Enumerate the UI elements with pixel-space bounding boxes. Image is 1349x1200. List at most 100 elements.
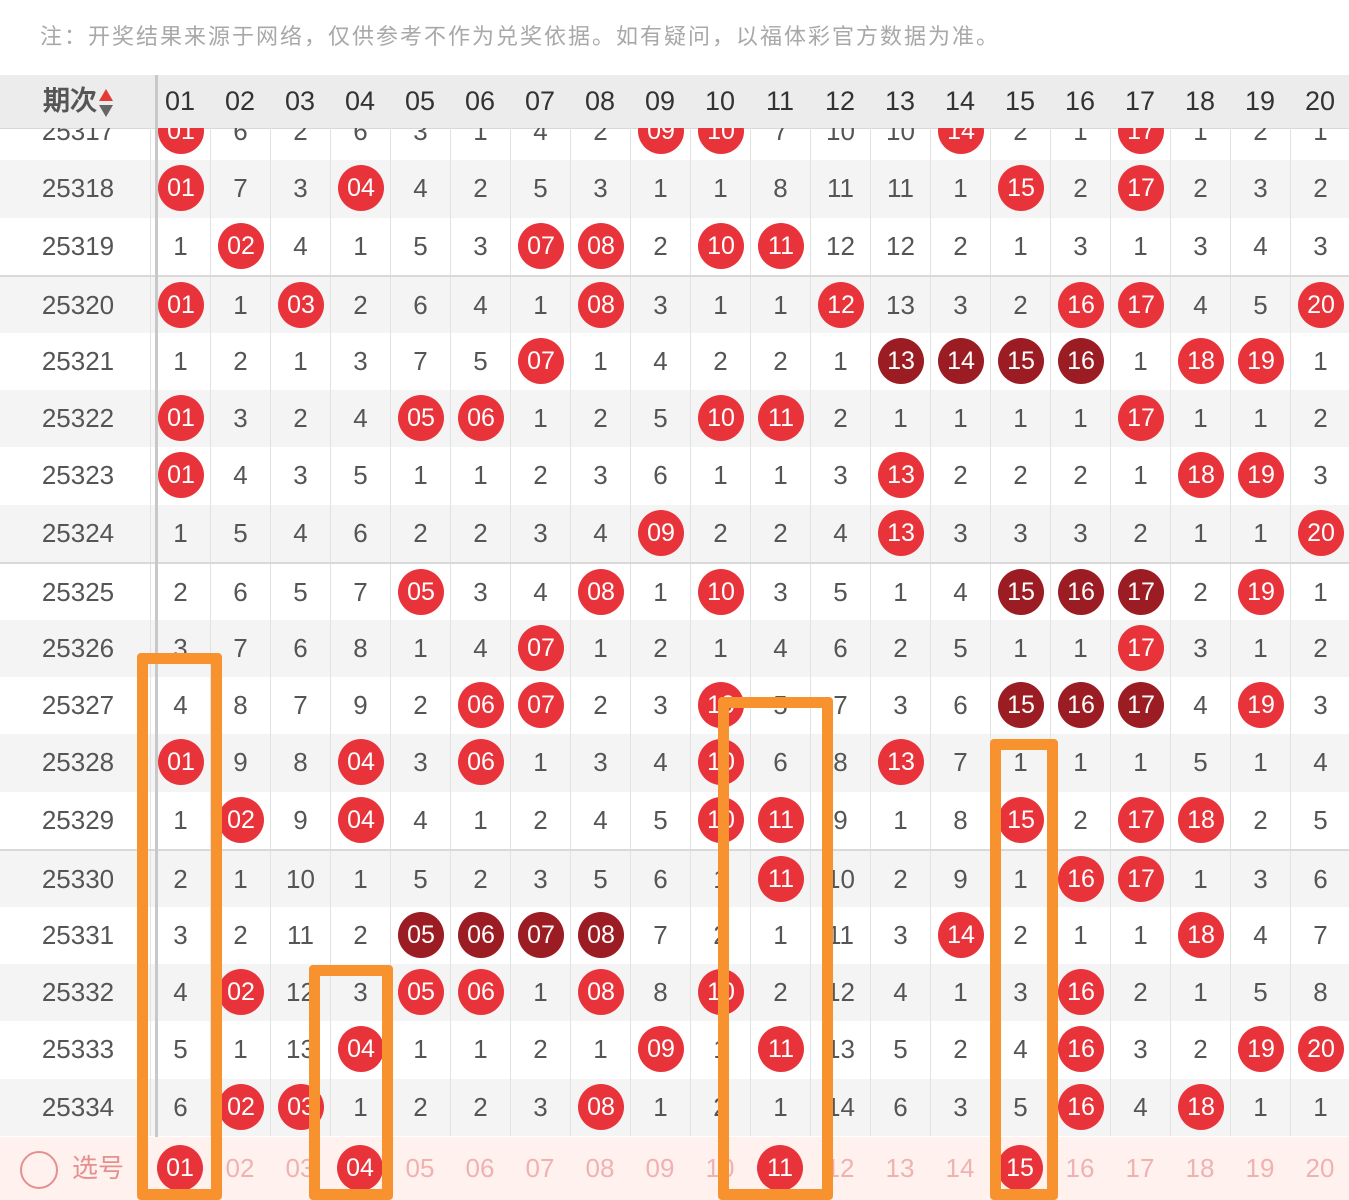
pick-number-13[interactable]: 13	[885, 1153, 915, 1183]
omission-count-cell: 1	[150, 791, 210, 850]
omission-count-cell: 2	[510, 447, 570, 505]
omission-count-cell: 5	[1230, 964, 1290, 1022]
drawn-number-ball: 06	[458, 682, 504, 728]
omission-count-cell: 1	[1290, 128, 1349, 161]
omission-count-cell: 3	[1170, 217, 1230, 276]
omission-count-cell: 3	[570, 160, 630, 218]
pick-number-18[interactable]: 18	[1185, 1153, 1215, 1183]
drawn-number-ball: 09	[638, 128, 684, 154]
select-circle-icon[interactable]	[20, 1151, 58, 1190]
omission-count-cell: 8	[630, 964, 690, 1022]
selected-number-ball[interactable]: 15	[997, 1145, 1043, 1191]
drawn-number-cell: 19	[1230, 677, 1290, 735]
pick-number-19[interactable]: 19	[1245, 1153, 1275, 1183]
table-row: 25326 3 7 6 8 1 4 07 1 2 1 4 6 2 5 1 1 17 3 1 2	[0, 619, 1349, 677]
drawn-number-cell: 16	[1050, 677, 1110, 735]
omission-count-cell: 3	[810, 447, 870, 505]
drawn-number-ball: 01	[158, 395, 204, 441]
omission-count-cell: 2	[1110, 504, 1170, 563]
omission-count-cell: 4	[1290, 734, 1349, 792]
omission-count-cell: 2	[1050, 791, 1110, 850]
omission-count-cell: 2	[570, 128, 630, 161]
period-cell: 25324	[41, 517, 115, 548]
omission-count-cell: 1	[690, 160, 750, 218]
drawn-number-cell: 06	[450, 734, 510, 792]
omission-count-cell: 3	[1290, 217, 1349, 276]
drawn-number-cell: 05	[390, 906, 450, 964]
omission-count-cell: 1	[390, 619, 450, 677]
pick-number-04[interactable]: 04	[330, 1137, 390, 1200]
pick-number-11[interactable]: 11	[750, 1137, 810, 1200]
omission-count-cell: 4	[390, 160, 450, 218]
omission-count-cell: 6	[210, 128, 270, 161]
pick-number-17[interactable]: 17	[1125, 1153, 1155, 1183]
drawn-number-cell: 16	[1050, 332, 1110, 390]
selected-number-ball[interactable]: 11	[757, 1145, 803, 1191]
selected-number-ball[interactable]: 01	[157, 1145, 203, 1191]
omission-count-cell: 1	[1290, 564, 1349, 622]
column-header-07: 07	[524, 86, 556, 116]
omission-count-cell: 1	[570, 1021, 630, 1079]
omission-count-cell: 1	[1050, 128, 1110, 161]
pick-number-08[interactable]: 08	[585, 1153, 615, 1183]
table-row: 25319 1 02 4 1 5 3 07 08 2 10 11 12 12 2 1 3 1 3 4 3	[0, 217, 1349, 276]
omission-count-cell: 1	[1230, 734, 1290, 792]
pick-number-09[interactable]: 09	[645, 1153, 675, 1183]
drawn-number-ball: 17	[1118, 856, 1164, 903]
table-row: 25321 1 2 1 3 7 5 07 1 4 2 2 1 13 14 15 16 1 18 19 1	[0, 332, 1349, 390]
omission-count-cell: 1	[510, 277, 570, 335]
period-column-header[interactable]: 期次	[0, 75, 156, 128]
drawn-number-ball: 17	[1118, 569, 1164, 616]
column-header-18: 18	[1184, 86, 1216, 116]
omission-count-cell: 2	[390, 504, 450, 563]
pick-label[interactable]: 选号	[20, 1137, 124, 1200]
pick-number-16[interactable]: 16	[1065, 1153, 1095, 1183]
omission-count-cell: 1	[1050, 906, 1110, 964]
omission-count-cell: 1	[450, 447, 510, 505]
drawn-number-cell: 06	[450, 906, 510, 964]
omission-count-cell: 1	[210, 1021, 270, 1079]
pick-number-05[interactable]: 05	[405, 1153, 435, 1183]
omission-count-cell: 4	[210, 447, 270, 505]
omission-count-cell: 3	[570, 734, 630, 792]
omission-count-cell: 2	[690, 332, 750, 390]
table-row: 25330 2 1 10 1 5 2 3 5 6 1 11 10 2 9 1 16 17 1 3 6	[0, 849, 1349, 909]
period-label: 期次	[43, 86, 97, 117]
omission-count-cell: 11	[270, 906, 330, 964]
omission-count-cell: 5	[1290, 791, 1349, 850]
pick-number-14[interactable]: 14	[945, 1153, 975, 1183]
drawn-number-cell: 17	[1110, 390, 1170, 448]
omission-count-cell: 2	[870, 851, 930, 909]
drawn-number-ball: 14	[938, 337, 984, 384]
table-row: 25322 01 3 2 4 05 06 1 2 5 10 11 2 1 1 1 1 17 1 1 2	[0, 390, 1349, 448]
drawn-number-ball: 08	[578, 1083, 624, 1130]
pick-number-01[interactable]: 01	[150, 1137, 210, 1200]
drawn-number-ball: 04	[338, 796, 384, 843]
pick-number-15[interactable]: 15	[990, 1137, 1050, 1200]
pick-number-20[interactable]: 20	[1305, 1153, 1335, 1183]
drawn-number-cell: 13	[870, 447, 930, 505]
omission-count-cell: 2	[1230, 128, 1290, 161]
omission-count-cell: 1	[1050, 619, 1110, 677]
drawn-number-cell: 17	[1110, 277, 1170, 335]
omission-count-cell: 5	[270, 564, 330, 622]
pick-number-07[interactable]: 07	[525, 1153, 555, 1183]
highlight-frame-col04	[309, 965, 393, 1200]
omission-count-cell: 5	[810, 564, 870, 622]
omission-count-cell: 4	[390, 791, 450, 850]
period-cell: 25322	[41, 403, 115, 433]
pick-number-02[interactable]: 02	[225, 1153, 255, 1183]
omission-count-cell: 1	[1110, 734, 1170, 792]
omission-count-cell: 4	[870, 964, 930, 1022]
column-header-03: 03	[284, 86, 316, 116]
drawn-number-ball: 07	[518, 682, 564, 728]
drawn-number-ball: 17	[1118, 395, 1164, 441]
omission-count-cell: 7	[210, 160, 270, 218]
sort-icon[interactable]	[99, 88, 113, 118]
selected-number-ball[interactable]: 04	[337, 1145, 383, 1191]
omission-count-cell: 5	[330, 447, 390, 505]
drawn-number-ball: 07	[518, 624, 564, 671]
drawn-number-cell: 19	[1230, 332, 1290, 390]
drawn-number-cell: 11	[750, 791, 810, 850]
pick-number-06[interactable]: 06	[465, 1153, 495, 1183]
